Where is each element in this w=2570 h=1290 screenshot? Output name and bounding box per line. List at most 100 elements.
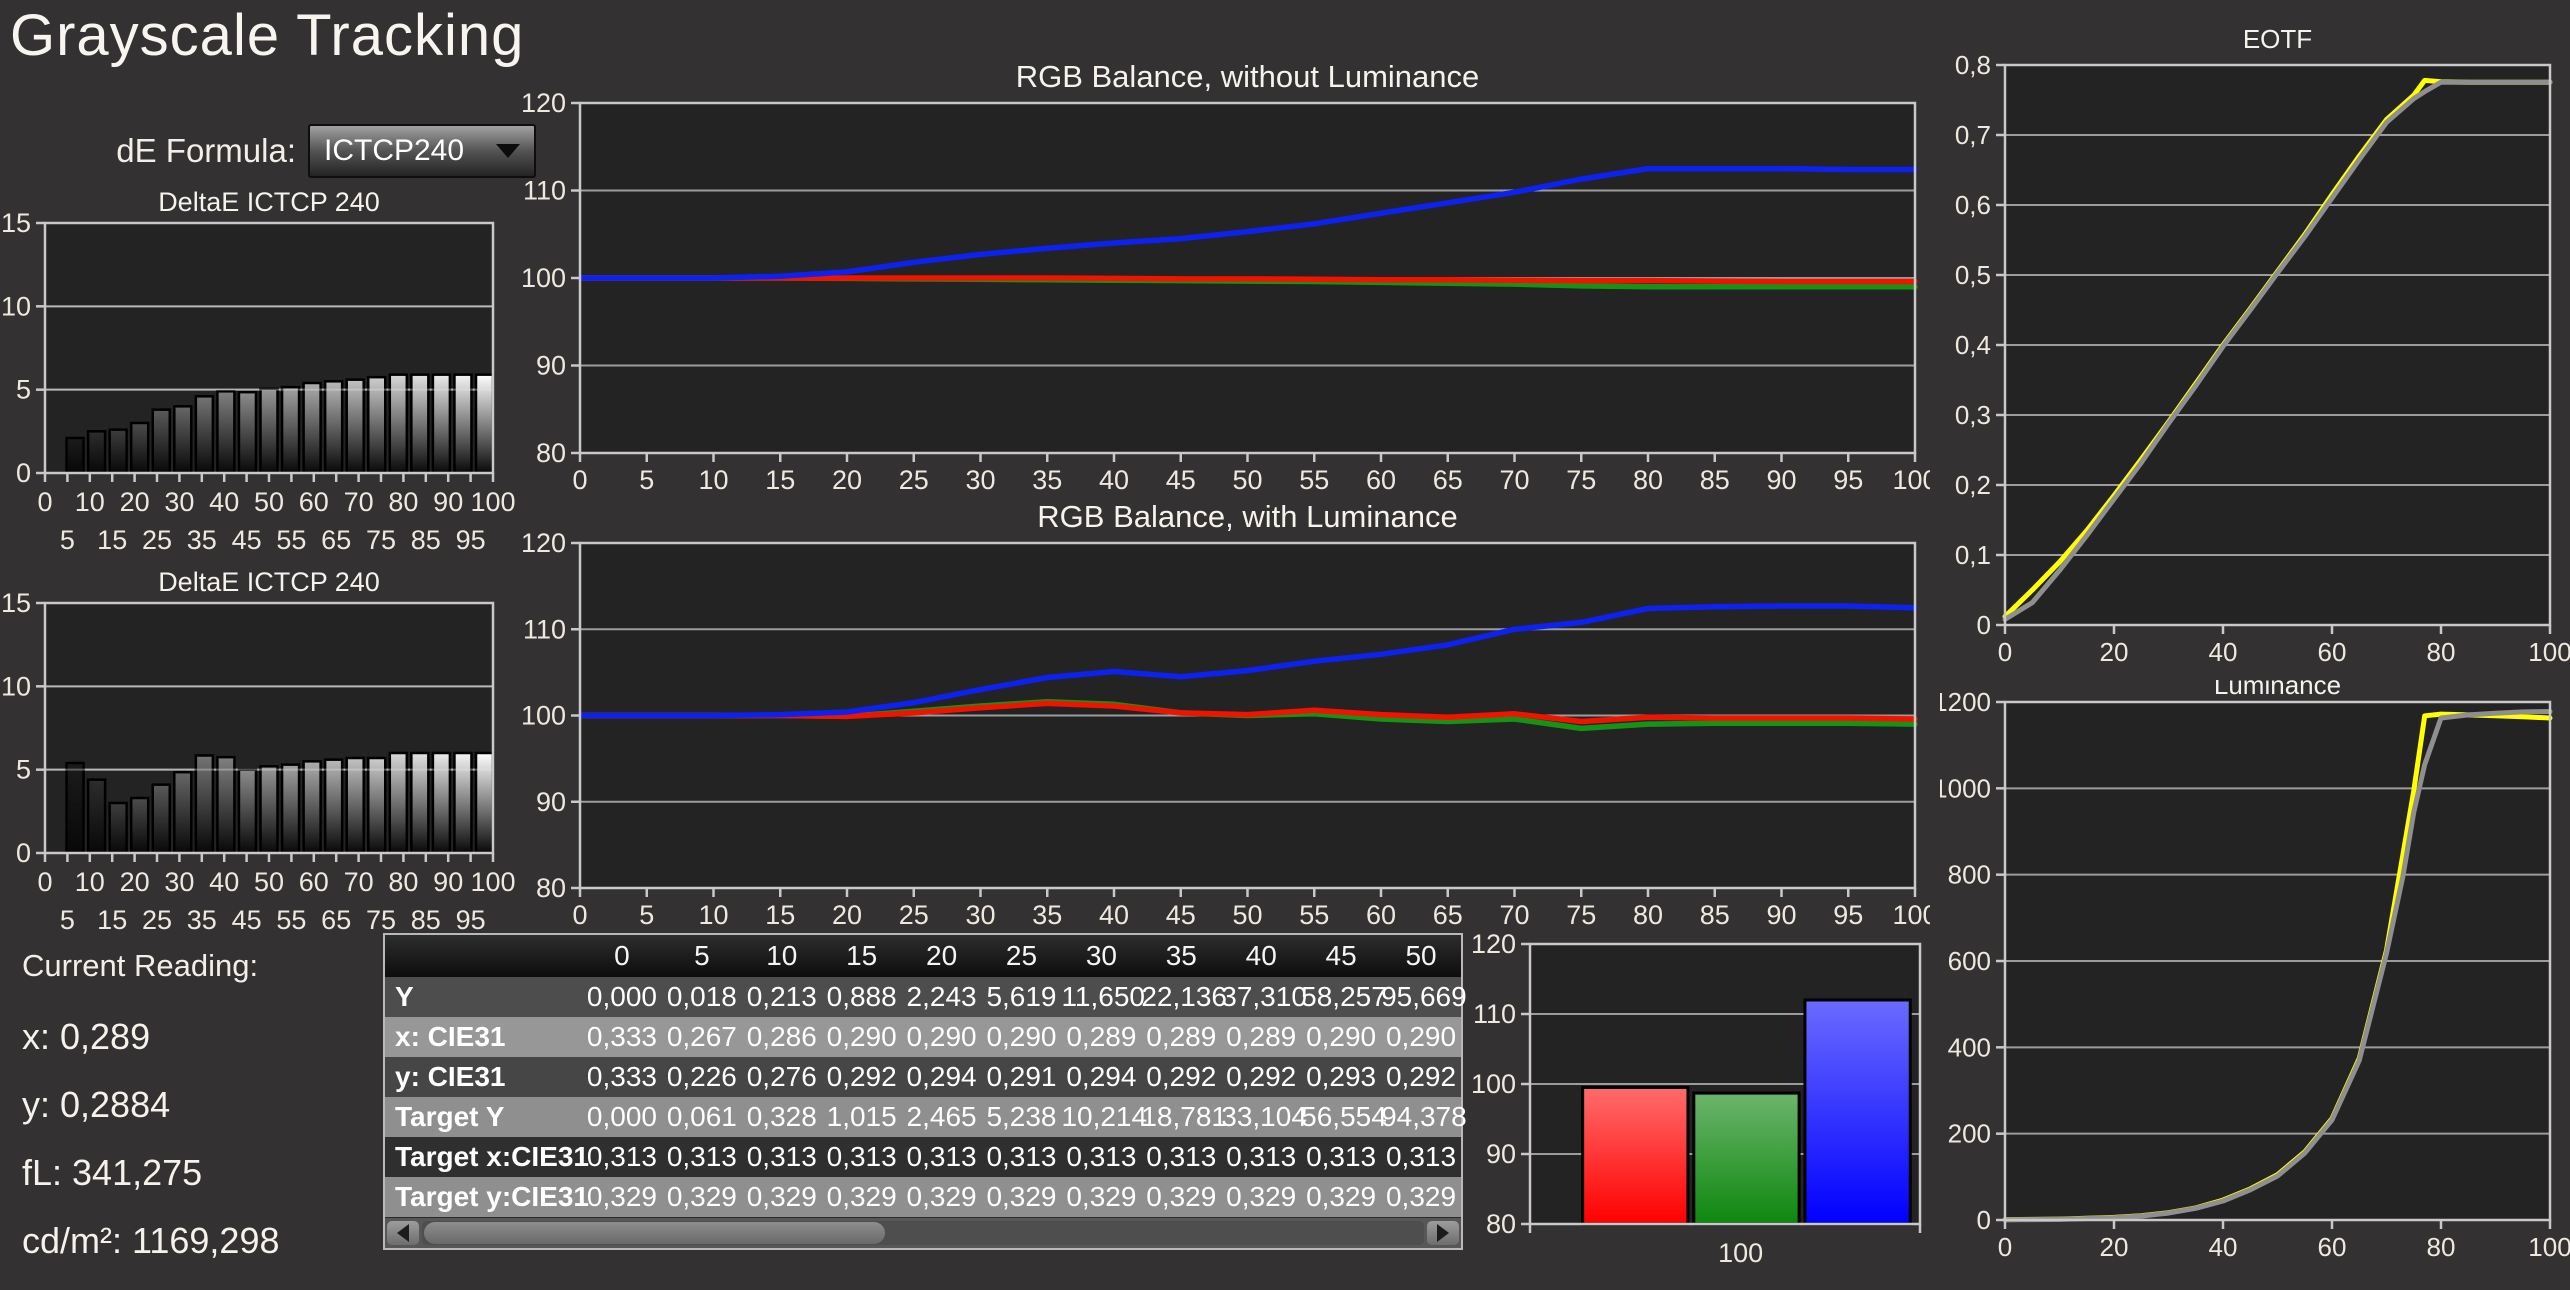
table-cell: 0,290	[1301, 1017, 1381, 1057]
svg-text:0: 0	[37, 487, 52, 517]
svg-text:40: 40	[2209, 1232, 2238, 1262]
svg-text:15: 15	[97, 525, 127, 555]
svg-text:10: 10	[698, 465, 728, 495]
table-cell: 94,378	[1381, 1097, 1461, 1137]
svg-text:30: 30	[164, 487, 194, 517]
svg-text:70: 70	[1499, 465, 1529, 495]
svg-text:80: 80	[536, 438, 566, 468]
svg-text:0,8: 0,8	[1955, 50, 1991, 80]
svg-text:800: 800	[1948, 860, 1991, 890]
svg-text:45: 45	[232, 525, 262, 555]
svg-text:90: 90	[536, 351, 566, 381]
svg-text:20: 20	[120, 487, 150, 517]
table-cell: 5,238	[982, 1097, 1062, 1137]
rgb-balance-with-luminance-chart: 8090100110120051015202530354045505560657…	[520, 495, 1930, 945]
svg-text:55: 55	[276, 905, 306, 935]
svg-text:85: 85	[1700, 465, 1730, 495]
table-cell: 0,329	[662, 1177, 742, 1217]
table-row: Y0,0000,0180,2130,8882,2435,61911,65022,…	[385, 977, 1461, 1017]
svg-text:Luminance: Luminance	[2214, 680, 2341, 700]
svg-text:0: 0	[37, 867, 52, 897]
table-header-cell	[385, 935, 582, 977]
svg-text:80: 80	[2427, 637, 2456, 667]
table-scrollbar[interactable]	[385, 1217, 1461, 1248]
table-cell: 0,313	[662, 1137, 742, 1177]
scrollbar-track[interactable]	[422, 1221, 1424, 1245]
svg-text:50: 50	[254, 487, 284, 517]
svg-text:60: 60	[299, 867, 329, 897]
svg-text:110: 110	[523, 614, 566, 644]
svg-text:15: 15	[1, 588, 31, 618]
scrollbar-thumb[interactable]	[424, 1222, 885, 1244]
svg-text:80: 80	[536, 873, 566, 903]
table-cell: 0,294	[902, 1057, 982, 1097]
svg-text:0: 0	[16, 838, 31, 868]
svg-text:100: 100	[521, 701, 566, 731]
svg-text:60: 60	[2318, 1232, 2347, 1262]
table-cell: 0,329	[822, 1177, 902, 1217]
table-header-cell: 30	[1061, 935, 1141, 977]
table-row: Target x:CIE310,3130,3130,3130,3130,3130…	[385, 1137, 1461, 1177]
chevron-down-icon	[496, 144, 520, 158]
table-cell: 5,619	[982, 977, 1062, 1017]
table-header-cell: 5	[662, 935, 742, 977]
svg-text:65: 65	[1433, 465, 1463, 495]
svg-text:85: 85	[1700, 900, 1730, 930]
table-cell: 0,313	[902, 1137, 982, 1177]
svg-text:75: 75	[1566, 900, 1596, 930]
current-reading-fl: fL: 341,275	[22, 1152, 279, 1194]
current-reading-y: y: 0,2884	[22, 1084, 279, 1126]
svg-text:100: 100	[1892, 465, 1930, 495]
row-label: Target Y	[385, 1097, 582, 1137]
svg-text:35: 35	[1032, 465, 1062, 495]
svg-text:1200: 1200	[1940, 687, 1991, 717]
rgb-levels-bar-chart: 8090100110120100	[1470, 930, 1930, 1280]
svg-text:100: 100	[521, 263, 566, 293]
svg-text:20: 20	[832, 900, 862, 930]
svg-text:60: 60	[1366, 900, 1396, 930]
svg-text:15: 15	[765, 900, 795, 930]
svg-text:25: 25	[899, 465, 929, 495]
svg-text:5: 5	[16, 375, 31, 405]
svg-text:0: 0	[16, 458, 31, 488]
table-cell: 0,313	[822, 1137, 902, 1177]
table-cell: 0,061	[662, 1097, 742, 1137]
svg-text:EOTF: EOTF	[2243, 24, 2312, 54]
scroll-left-button[interactable]	[387, 1221, 419, 1245]
svg-text:75: 75	[366, 905, 396, 935]
de-formula-select[interactable]: ICTCP240	[308, 124, 536, 178]
svg-text:15: 15	[1, 208, 31, 238]
svg-text:20: 20	[2100, 637, 2129, 667]
table-cell: 0,888	[822, 977, 902, 1017]
scroll-right-button[interactable]	[1427, 1221, 1459, 1245]
table-cell: 0,329	[1061, 1177, 1141, 1217]
svg-text:0: 0	[1977, 610, 1991, 640]
svg-text:95: 95	[456, 525, 486, 555]
svg-text:1000: 1000	[1940, 773, 1991, 803]
table-cell: 0,329	[982, 1177, 1062, 1217]
svg-text:5: 5	[60, 905, 75, 935]
svg-text:45: 45	[232, 905, 262, 935]
svg-text:90: 90	[433, 867, 463, 897]
svg-text:60: 60	[299, 487, 329, 517]
svg-text:10: 10	[1, 671, 31, 701]
current-reading-x: x: 0,289	[22, 1016, 279, 1058]
table-cell: 0,213	[742, 977, 822, 1017]
table-cell: 33,104	[1221, 1097, 1301, 1137]
svg-text:0,3: 0,3	[1955, 400, 1991, 430]
table-cell: 0,292	[1221, 1057, 1301, 1097]
table-cell: 2,465	[902, 1097, 982, 1137]
table-cell: 0,313	[1141, 1137, 1221, 1177]
svg-text:25: 25	[899, 900, 929, 930]
table-cell: 0,290	[982, 1017, 1062, 1057]
svg-text:RGB Balance, without Luminance: RGB Balance, without Luminance	[1016, 59, 1480, 94]
row-label: Y	[385, 977, 582, 1017]
svg-text:0: 0	[572, 900, 587, 930]
table-cell: 0,289	[1141, 1017, 1221, 1057]
svg-text:50: 50	[1232, 465, 1262, 495]
svg-text:100: 100	[1892, 900, 1930, 930]
svg-text:40: 40	[209, 487, 239, 517]
table-cell: 0,289	[1061, 1017, 1141, 1057]
svg-text:15: 15	[97, 905, 127, 935]
svg-text:100: 100	[470, 487, 515, 517]
